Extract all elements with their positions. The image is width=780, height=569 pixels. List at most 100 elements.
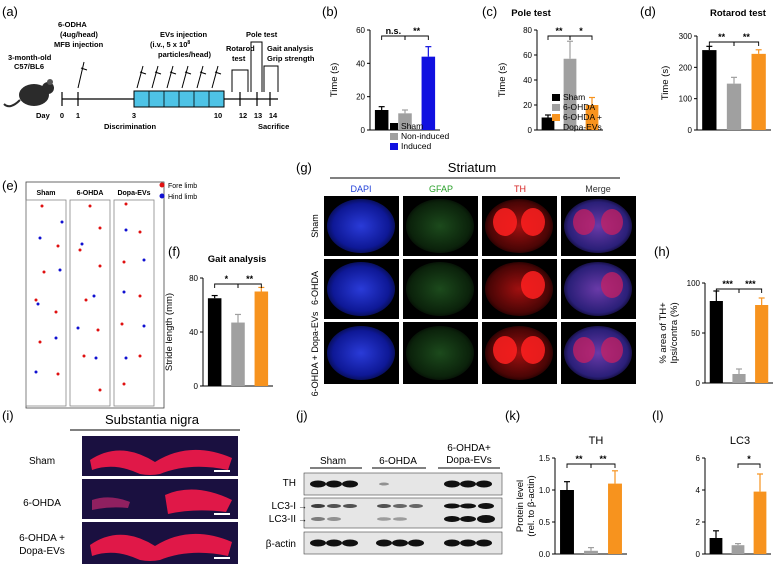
rotarod-label-1: Rotarod: [226, 44, 255, 53]
chart-k-sig-label: **: [575, 454, 583, 464]
chart-c-tick-label: 60: [523, 51, 532, 60]
panel-label-c: (c): [482, 4, 497, 19]
footprint-dots: [34, 202, 146, 392]
chart-c-tick-label: 20: [523, 101, 532, 110]
nigra-row-sham: Sham: [29, 456, 55, 467]
chart-b-legend-swatch: [390, 133, 398, 140]
chart-l-bar: [753, 491, 767, 554]
wb-group-dopa-2: Dopa-EVs: [446, 455, 492, 466]
chart-c-legend-swatch: [552, 94, 560, 101]
day-13: 13: [254, 111, 262, 120]
chart-h-sig-label: ***: [745, 279, 756, 289]
chart-h-bar: [732, 374, 746, 383]
chart-b-tick-label: 20: [356, 93, 365, 102]
chart-d-title: Rotarod test: [710, 8, 767, 19]
chart-c-bar: [541, 117, 555, 130]
chart-b-sig-bracket: [404, 35, 429, 40]
chart-k-tick-label: 1.5: [539, 454, 551, 463]
chart-l-bar: [709, 538, 723, 554]
chart-c-tick-label: 40: [523, 76, 532, 85]
chart-f-sig-label: *: [225, 274, 229, 284]
chart-l-tick-label: 0: [696, 550, 701, 559]
legend-hind-limb-dot: [159, 193, 165, 199]
chart-b-legend-swatch: [390, 143, 398, 150]
chart-b-bar: [421, 56, 436, 130]
chart-l-tick-label: 6: [696, 454, 701, 463]
chart-b-tick-label: 60: [356, 26, 365, 35]
chart-d-sig-bracket: [733, 41, 760, 46]
mouse-strain-label-1: 3-month-old: [8, 53, 52, 62]
panel-label-j: (j): [296, 408, 308, 423]
striatum-col-merge: Merge: [585, 184, 611, 194]
chart-c-sig-bracket: [569, 35, 593, 40]
wb-arrow-lc3ii: →: [298, 514, 307, 524]
chart-h-tick-label: 0: [696, 379, 701, 388]
chart-d-tick-label: 0: [688, 126, 693, 135]
chart-h-bar: [709, 301, 723, 383]
nigra-title: Substantia nigra: [105, 412, 200, 427]
wb-group-sham: Sham: [320, 456, 346, 467]
day-10: 10: [214, 111, 222, 120]
striatum-row-6ohda: 6-OHDA: [310, 271, 320, 305]
sacrifice-label: Sacrifice: [258, 122, 289, 131]
chart-l-tick-label: 4: [696, 486, 701, 495]
chart-b-legend-label: Sham: [401, 121, 423, 131]
nigra-panel: Substantia nigra Sham 6-OHDA 6-OHDA + Do…: [19, 412, 240, 564]
striatum-row-sham: Sham: [310, 214, 320, 238]
chart-f-sig-bracket: [214, 283, 239, 288]
chart-h-sig-label: ***: [722, 279, 733, 289]
panel-label-b: (b): [322, 4, 338, 19]
chart-k-tick-label: 0.0: [539, 550, 551, 559]
chart-c-bar: [563, 58, 577, 130]
chart-l-bar: [731, 545, 745, 554]
chart-l-tick-label: 2: [696, 518, 701, 527]
striatum-col-gfap: GFAP: [429, 184, 453, 194]
legend-fore-limb-dot: [159, 182, 165, 188]
discrimination-label: Discrimination: [104, 122, 157, 131]
chart-c-sig-bracket: [547, 35, 571, 40]
wb-band-th: TH: [283, 478, 296, 489]
chart-f-bar: [254, 291, 269, 386]
chart-l-title: LC3: [730, 435, 750, 447]
chart-c-legend-label: Sham: [563, 92, 585, 102]
striatum-panel: Striatum DAPI GFAP TH Merge Sham 6-OHDA …: [310, 160, 636, 396]
legend-fore-limb-label: Fore limb: [168, 183, 197, 190]
chart-f-bar: [231, 322, 245, 386]
day-1: 1: [76, 111, 80, 120]
nigra-row-6ohda: 6-OHDA: [23, 498, 61, 509]
chart-b-sig-bracket: [381, 35, 406, 40]
evs-label-3: particles/head): [158, 50, 211, 59]
chart-h-sig-bracket: [715, 288, 740, 293]
chart-d-tick-label: 300: [679, 32, 693, 41]
evs-label-1: EVs injection: [160, 30, 208, 39]
chart-f-tick-label: 40: [189, 328, 198, 337]
footprint-col-6ohda: 6-OHDA: [77, 190, 104, 197]
chart-d-ylabel: Time (s): [660, 66, 671, 100]
chart-b-bar: [398, 113, 412, 130]
chart-d-bar: [702, 50, 717, 130]
chart-h-sig-bracket: [738, 288, 763, 293]
syringe-icons: [77, 61, 222, 89]
nigra-row-dopa-2: Dopa-EVs: [19, 546, 65, 557]
chart-d-sig-bracket: [708, 41, 735, 46]
day-3: 3: [132, 111, 136, 120]
chart-c-bar: [585, 105, 599, 130]
chart-d-sig-label: **: [743, 32, 751, 42]
gait-label-2: Grip strength: [267, 54, 315, 63]
chart-c-legend-label: 6-OHDA: [563, 102, 595, 112]
ohda-label-3: MFB injection: [54, 40, 104, 49]
chart-k: 0.0 0.5 1.0 1.5 Protein level (rel. to β-acti…: [515, 435, 627, 559]
pole-bracket: [250, 41, 263, 92]
panel-label-a: (a): [2, 4, 18, 19]
evs-dose-text: (i.v., 5 x 10: [150, 40, 187, 49]
panel-label-l: (l): [652, 408, 664, 423]
ohda-label-1: 6-ODHA: [58, 20, 87, 29]
wb-band-bactin: β-actin: [266, 539, 296, 550]
footprint-panel: Sham 6-OHDA Dopa-EVs Fore limb: [25, 181, 197, 409]
striatum-col-dapi: DAPI: [350, 184, 371, 194]
panel-label-h: (h): [654, 244, 670, 259]
panel-label-g: (g): [296, 160, 312, 175]
